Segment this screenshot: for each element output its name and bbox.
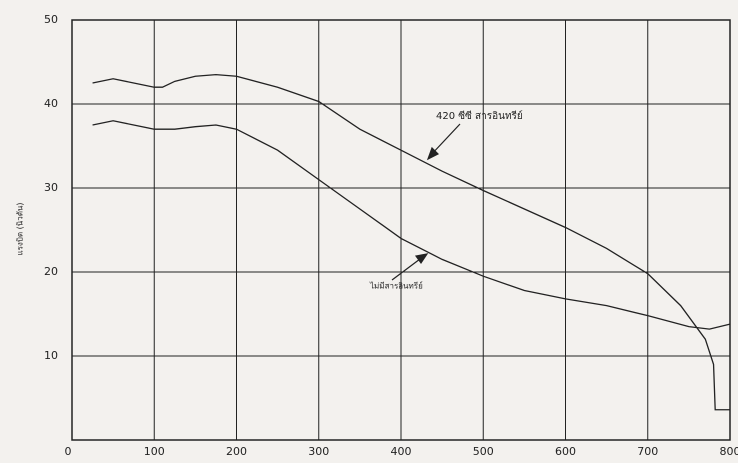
- page: แรงบิด (นิวตัน) 420 ซีซี สารอินทรีย์ ไม่…: [0, 0, 738, 463]
- annotation: 420 ซีซี สารอินทรีย์: [436, 110, 523, 122]
- x-tick-label: 200: [226, 445, 247, 458]
- series-line: [93, 75, 730, 410]
- x-tick-label: 0: [65, 445, 72, 458]
- y-axis-label: แรงบิด (นิวตัน): [16, 202, 25, 255]
- y-tick-label: 50: [44, 13, 58, 26]
- arrow-head: [416, 254, 427, 263]
- arrows: [392, 124, 460, 280]
- x-tick-label: 700: [637, 445, 658, 458]
- series-line: [93, 121, 730, 329]
- x-tick-label: 300: [308, 445, 329, 458]
- x-tick-label: 800: [720, 445, 738, 458]
- y-tick-label: 20: [44, 265, 58, 278]
- y-tick-label: 30: [44, 181, 58, 194]
- x-tick-label: 100: [144, 445, 165, 458]
- x-tick-label: 400: [391, 445, 412, 458]
- x-tick-label: 500: [473, 445, 494, 458]
- y-tick-label: 10: [44, 349, 58, 362]
- chart: แรงบิด (นิวตัน) 420 ซีซี สารอินทรีย์ ไม่…: [0, 0, 738, 463]
- annotation: ไม่มีสารอินทรีย์: [369, 281, 423, 291]
- y-tick-label: 40: [44, 97, 58, 110]
- x-tick-label: 600: [555, 445, 576, 458]
